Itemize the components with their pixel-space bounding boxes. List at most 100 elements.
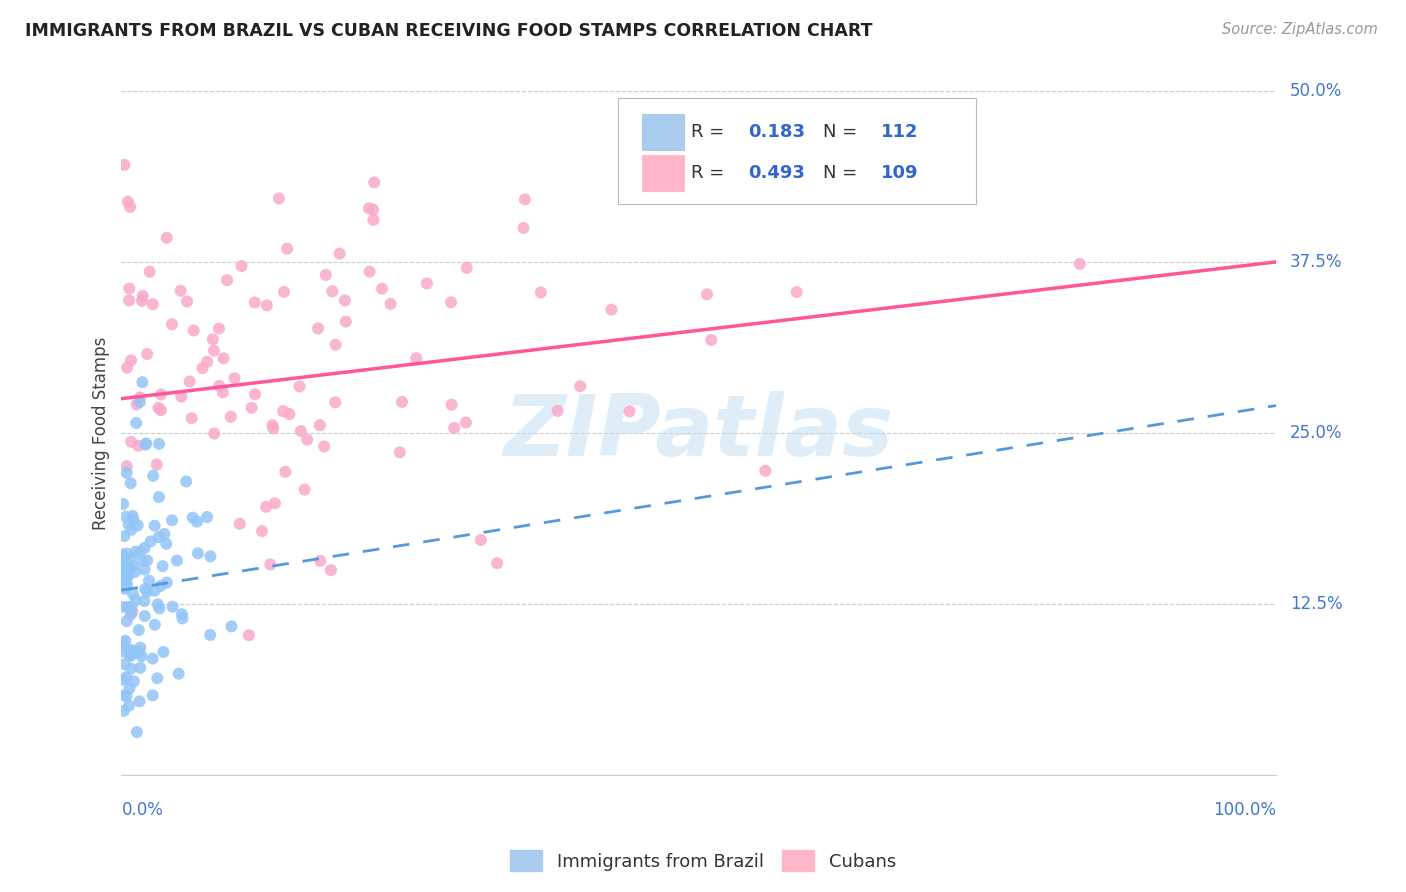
Point: [148, 437, 170, 451]
Point: [170, 390, 193, 404]
Point: [325, 337, 347, 351]
Point: [142, 297, 165, 311]
Point: [139, 534, 162, 549]
Point: [456, 260, 478, 275]
Point: [155, 537, 177, 551]
Point: [200, 549, 222, 564]
Text: 0.0%: 0.0%: [121, 801, 163, 819]
Point: [152, 645, 174, 659]
Point: [273, 285, 295, 299]
Point: [131, 375, 153, 389]
Point: [186, 515, 208, 529]
Point: [221, 619, 243, 633]
Point: [470, 533, 492, 547]
Point: [754, 464, 776, 478]
Point: [454, 416, 477, 430]
Point: [793, 171, 815, 186]
Point: [169, 284, 191, 298]
Point: [115, 689, 138, 703]
Point: [112, 497, 135, 511]
Point: [363, 176, 385, 190]
Text: IMMIGRANTS FROM BRAZIL VS CUBAN RECEIVING FOOD STAMPS CORRELATION CHART: IMMIGRANTS FROM BRAZIL VS CUBAN RECEIVIN…: [25, 22, 873, 40]
Point: [152, 559, 174, 574]
Point: [122, 674, 145, 689]
Point: [146, 598, 169, 612]
Point: [148, 490, 170, 504]
Point: [443, 421, 465, 435]
Point: [114, 633, 136, 648]
Point: [142, 689, 165, 703]
Point: [112, 561, 135, 575]
Point: [329, 246, 352, 260]
Point: [259, 558, 281, 572]
Point: [120, 523, 142, 537]
Point: [118, 681, 141, 696]
Point: [111, 560, 134, 574]
Point: [569, 379, 592, 393]
FancyBboxPatch shape: [643, 155, 683, 191]
Point: [143, 617, 166, 632]
Point: [224, 371, 246, 385]
Point: [187, 546, 209, 560]
Point: [288, 379, 311, 393]
Point: [212, 351, 235, 366]
Point: [125, 397, 148, 411]
Text: 50.0%: 50.0%: [1289, 82, 1343, 100]
Point: [243, 387, 266, 401]
Point: [208, 321, 231, 335]
Point: [166, 553, 188, 567]
Point: [125, 725, 148, 739]
Point: [250, 524, 273, 538]
Point: [132, 289, 155, 303]
Point: [131, 554, 153, 568]
Point: [700, 333, 723, 347]
Point: [142, 468, 165, 483]
Point: [170, 607, 193, 622]
Text: N =: N =: [824, 164, 863, 182]
Point: [112, 640, 135, 654]
Point: [160, 318, 183, 332]
Point: [149, 403, 172, 417]
Point: [146, 671, 169, 685]
Point: [111, 575, 134, 590]
Point: [361, 202, 384, 217]
Text: 0.183: 0.183: [748, 123, 806, 141]
Point: [128, 395, 150, 409]
Point: [118, 281, 141, 295]
Point: [294, 483, 316, 497]
Text: R =: R =: [690, 123, 730, 141]
Point: [547, 404, 569, 418]
Point: [238, 628, 260, 642]
Point: [121, 508, 143, 523]
Point: [391, 395, 413, 409]
Point: [114, 569, 136, 583]
Point: [416, 277, 439, 291]
Point: [120, 434, 142, 449]
Point: [120, 645, 142, 659]
Point: [180, 411, 202, 425]
Text: 25.0%: 25.0%: [1289, 424, 1343, 442]
Point: [243, 295, 266, 310]
Point: [290, 424, 312, 438]
Point: [114, 158, 136, 172]
Point: [359, 265, 381, 279]
FancyBboxPatch shape: [619, 98, 976, 203]
Point: [118, 293, 141, 308]
Point: [149, 579, 172, 593]
Point: [128, 623, 150, 637]
Point: [135, 436, 157, 450]
Point: [240, 401, 263, 415]
Point: [363, 212, 385, 227]
Text: 112: 112: [882, 123, 918, 141]
Point: [195, 510, 218, 524]
Point: [118, 563, 141, 577]
Point: [129, 661, 152, 675]
Point: [167, 666, 190, 681]
Point: [128, 694, 150, 708]
Point: [276, 242, 298, 256]
Point: [115, 466, 138, 480]
Point: [148, 401, 170, 415]
Point: [124, 565, 146, 579]
Point: [114, 551, 136, 566]
Point: [162, 599, 184, 614]
